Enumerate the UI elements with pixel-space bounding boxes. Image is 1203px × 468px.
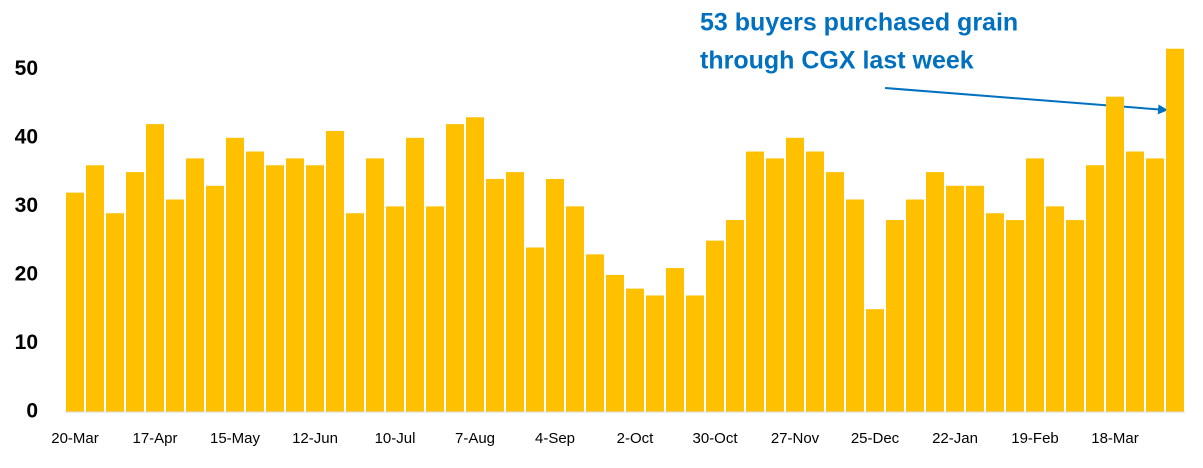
- y-tick-label: 0: [26, 400, 38, 423]
- bar: [1046, 206, 1064, 412]
- bar: [1126, 151, 1144, 412]
- bar: [586, 254, 604, 412]
- bar: [906, 199, 924, 412]
- bar: [946, 185, 964, 412]
- bar: [1086, 165, 1104, 412]
- bar: [826, 172, 844, 412]
- bar: [1006, 220, 1024, 412]
- bar: [406, 137, 424, 412]
- bar: [926, 172, 944, 412]
- y-tick-label: 10: [15, 331, 38, 354]
- bar: [466, 117, 484, 412]
- bar: [626, 288, 644, 412]
- bar: [866, 309, 884, 412]
- bar: [1026, 158, 1044, 412]
- bar: [886, 220, 904, 412]
- x-tick-label: 15-May: [210, 430, 261, 447]
- x-tick-label: 25-Dec: [851, 430, 900, 447]
- x-tick-label: 18-Mar: [1091, 430, 1139, 447]
- bar: [386, 206, 404, 412]
- bar: [966, 185, 984, 412]
- bar: [206, 185, 224, 412]
- x-tick-label: 30-Oct: [692, 430, 738, 447]
- bar: [766, 158, 784, 412]
- bar: [526, 247, 544, 412]
- bar: [666, 268, 684, 412]
- bar: [506, 172, 524, 412]
- bar: [566, 206, 584, 412]
- bar: [486, 178, 504, 412]
- bar: [346, 213, 364, 412]
- bar: [126, 172, 144, 412]
- bar: [646, 295, 664, 412]
- x-tick-label: 4-Sep: [535, 430, 575, 447]
- bar: [1166, 48, 1184, 412]
- bar: [106, 213, 124, 412]
- bar: [1146, 158, 1164, 412]
- x-tick-label: 12-Jun: [292, 430, 338, 447]
- y-tick-label: 20: [15, 262, 38, 285]
- bar: [806, 151, 824, 412]
- bar: [306, 165, 324, 412]
- bar: [186, 158, 204, 412]
- bar: [146, 124, 164, 412]
- bar: [66, 192, 84, 412]
- bar: [1066, 220, 1084, 412]
- bar: [686, 295, 704, 412]
- annotation: through CGX last week: [700, 47, 974, 75]
- annotation: 53 buyers purchased grain: [700, 9, 1018, 37]
- x-tick-label: 27-Nov: [771, 430, 820, 447]
- bar: [746, 151, 764, 412]
- bar: [286, 158, 304, 412]
- y-tick-label: 50: [15, 57, 38, 80]
- x-tick-label: 19-Feb: [1011, 430, 1059, 447]
- x-tick-label: 17-Apr: [132, 430, 177, 447]
- bar: [846, 199, 864, 412]
- bar: [446, 124, 464, 412]
- bar: [606, 274, 624, 412]
- x-tick-label: 20-Mar: [51, 430, 99, 447]
- x-tick-label: 22-Jan: [932, 430, 978, 447]
- y-tick-label: 30: [15, 194, 38, 217]
- x-tick-label: 2-Oct: [617, 430, 655, 447]
- bar: [546, 178, 564, 412]
- bar: [726, 220, 744, 412]
- bar: [166, 199, 184, 412]
- bar: [1106, 96, 1124, 412]
- bar: [86, 165, 104, 412]
- bar: [326, 130, 344, 413]
- x-tick-label: 7-Aug: [455, 430, 495, 447]
- x-tick-label: 10-Jul: [375, 430, 416, 447]
- bar: [426, 206, 444, 412]
- bar: [786, 137, 804, 412]
- bar: [266, 165, 284, 412]
- y-tick-label: 40: [15, 125, 38, 148]
- bar: [986, 213, 1004, 412]
- bar: [706, 240, 724, 412]
- bar: [246, 151, 264, 412]
- bar: [366, 158, 384, 412]
- bar: [226, 137, 244, 412]
